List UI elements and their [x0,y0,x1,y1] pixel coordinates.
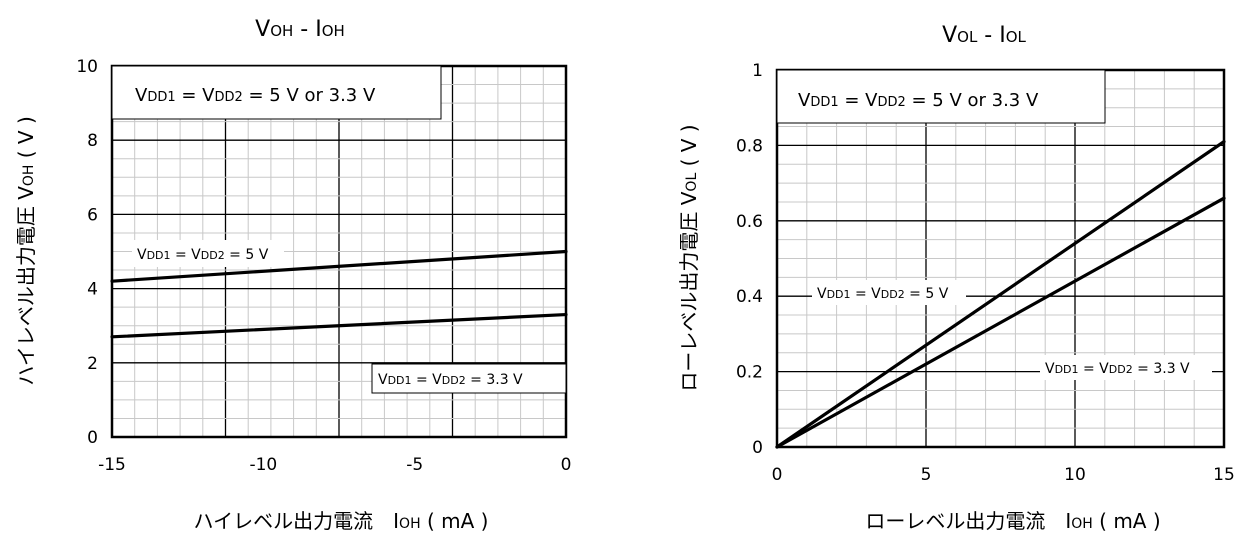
x-tick-label: -10 [249,455,277,475]
chart-title: VOL - IOL [942,23,1026,48]
series-line-1 [775,196,1226,449]
y-tick-label: 0 [752,438,763,458]
x-tick-label: 15 [1213,465,1235,485]
series-line-0 [775,140,1226,449]
svg-text:VDD1 = VDD2 = 5 V or 3.3 V: VDD1 = VDD2 = 5 V or 3.3 V [135,85,376,106]
conditions-note: VDD1 = VDD2 = 5 V or 3.3 V [776,69,1106,124]
chart-vol-iol: VOL - IOL 0 5 10 15 0 0.2 0.4 0.6 0.8 1 VDD1 = VD… [677,23,1235,533]
x-tick-label: 10 [1064,465,1086,485]
x-tick-label: 0 [561,455,572,475]
x-tick-label: 5 [921,465,932,485]
series-label-3v3: VDD1 = VDD2 = 3.3 V [371,363,567,394]
series-line-1 [110,312,568,339]
tick-labels: 0 5 10 15 0 0.2 0.4 0.6 0.8 1 [736,61,1235,485]
y-tick-label: 0 [87,428,98,448]
y-tick-label: 2 [87,354,98,374]
plot-grid [777,70,1224,447]
y-axis-label: ハイレベル出力電圧 VOH ( V ) [14,116,38,386]
svg-text:VDD1 = VDD2 = 5 V: VDD1 = VDD2 = 5 V [137,247,269,263]
series-label-5v: VDD1 = VDD2 = 5 V [812,280,966,305]
svg-text:VDD1 = VDD2 = 5 V or 3.3 V: VDD1 = VDD2 = 5 V or 3.3 V [798,90,1039,111]
conditions-note: VDD1 = VDD2 = 5 V or 3.3 V [111,65,442,120]
x-tick-label: -15 [98,455,126,475]
chart-title: VOH - IOH [255,17,345,42]
series-label-5v: VDD1 = VDD2 = 5 V [132,240,284,267]
y-tick-label: 0.8 [736,136,763,156]
x-tick-label: -5 [406,455,423,475]
y-tick-label: 1 [752,61,763,81]
y-tick-label: 0.2 [736,363,763,383]
x-axis-label: ハイレベル出力電流 IOH ( mA ) [194,509,489,533]
y-axis-label: ローレベル出力電圧 VOL ( V ) [677,124,701,391]
x-axis-label: ローレベル出力電流 IOH ( mA ) [865,509,1160,533]
svg-text:VDD1 = VDD2 = 3.3 V: VDD1 = VDD2 = 3.3 V [378,372,523,388]
x-tick-label: 0 [772,465,783,485]
svg-text:VDD1 = VDD2 = 5 V: VDD1 = VDD2 = 5 V [817,286,949,302]
series-line-0 [110,249,568,283]
y-tick-label: 4 [87,280,98,300]
series-group [110,249,568,339]
tick-labels: -15 -10 -5 0 0 2 4 6 8 10 [76,57,571,475]
y-tick-label: 10 [76,57,98,77]
series-group [775,140,1226,449]
y-tick-label: 0.6 [736,212,763,232]
y-tick-label: 0.4 [736,287,763,307]
y-tick-label: 8 [87,131,98,151]
y-tick-label: 6 [87,205,98,225]
series-label-3v3: VDD1 = VDD2 = 3.3 V [1040,355,1212,380]
chart-voh-ioh: VOH - IOH -15 -10 -5 0 0 2 4 6 8 10 VDD1 = VDD2 =… [14,17,571,533]
svg-text:VDD1 = VDD2 = 3.3 V: VDD1 = VDD2 = 3.3 V [1045,361,1190,377]
